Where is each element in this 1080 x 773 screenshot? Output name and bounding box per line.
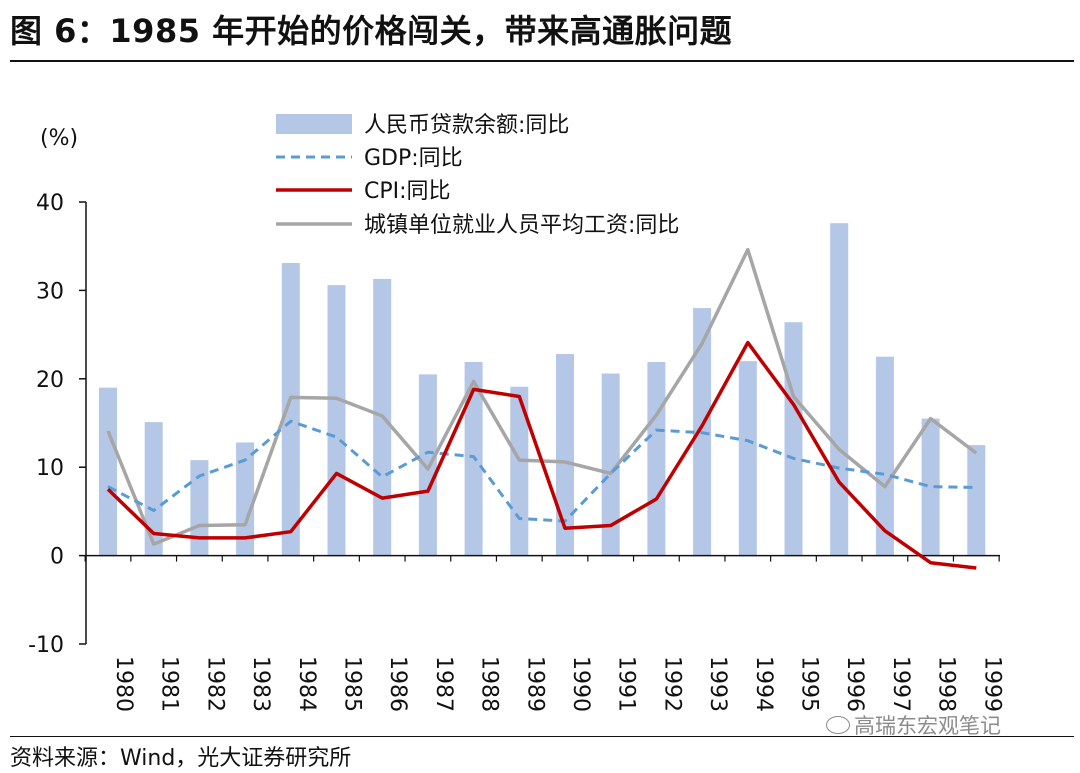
x-tick-label: 1992	[659, 656, 684, 712]
x-tick-label: 1981	[157, 656, 182, 712]
wechat-icon	[826, 716, 850, 734]
y-tick-label: 0	[50, 545, 64, 570]
series-line-cpi	[106, 340, 977, 570]
legend-swatch-loans	[276, 114, 352, 134]
chart-title: 图 6：1985 年开始的价格闯关，带来高通胀问题	[10, 12, 733, 50]
bar-1985	[327, 285, 346, 556]
y-tick-label: 40	[36, 191, 64, 216]
bar-1996	[830, 223, 849, 556]
x-tick-label: 1980	[111, 656, 136, 712]
y-tick-label: 20	[36, 368, 64, 393]
x-tick-label: 1990	[568, 656, 593, 712]
bar-1990	[556, 354, 574, 556]
bar-1992	[647, 362, 666, 556]
footer-divider	[10, 736, 1074, 737]
bar-1983	[236, 442, 255, 556]
x-tick-label: 1994	[751, 656, 776, 712]
x-tick-label: 1985	[340, 656, 365, 712]
legend-label: CPI:同比	[364, 179, 451, 204]
x-tick-label: 1999	[979, 656, 1004, 712]
watermark: 高瑞东宏观笔记	[826, 710, 1001, 740]
y-tick-label: 10	[36, 456, 64, 481]
x-tick-label: 1989	[522, 656, 547, 712]
x-tick-label: 1988	[477, 656, 502, 712]
y-axis-unit: (%)	[40, 126, 78, 151]
title-divider	[10, 60, 1074, 62]
bar-1982	[190, 460, 209, 556]
bar-1998	[921, 418, 940, 556]
bar-1981	[144, 422, 163, 556]
legend-label: GDP:同比	[364, 146, 463, 171]
x-tick-label: 1986	[385, 656, 410, 712]
x-tick-label: 1982	[202, 656, 227, 712]
x-tick-label: 1991	[614, 656, 639, 712]
x-tick-label: 1993	[705, 656, 730, 712]
bar-1987	[418, 374, 437, 556]
source-note: 资料来源：Wind，光大证券研究所	[10, 746, 352, 771]
x-tick-label: 1983	[248, 656, 273, 712]
bar-1991	[601, 373, 620, 556]
y-tick-label: 30	[36, 279, 64, 304]
x-tick-label: 1995	[797, 656, 822, 712]
legend-label: 城镇单位就业人员平均工资:同比	[364, 213, 679, 238]
x-tick-label: 1987	[431, 656, 456, 712]
bar-1989	[510, 386, 529, 556]
legend-label: 人民币贷款余额:同比	[364, 113, 569, 138]
watermark-text: 高瑞东宏观笔记	[854, 714, 1001, 738]
bar-1994	[738, 361, 757, 556]
bar-1995	[784, 322, 803, 556]
bar-1997	[875, 356, 894, 556]
bar-1984	[281, 262, 300, 556]
bar-1980	[99, 387, 117, 556]
x-tick-label: 1997	[888, 656, 913, 712]
x-tick-label: 1984	[294, 656, 319, 712]
x-tick-label: 1996	[842, 656, 867, 712]
x-tick-label: 1998	[934, 656, 959, 712]
bar-1999	[967, 445, 986, 556]
y-tick-label: -10	[28, 633, 64, 658]
